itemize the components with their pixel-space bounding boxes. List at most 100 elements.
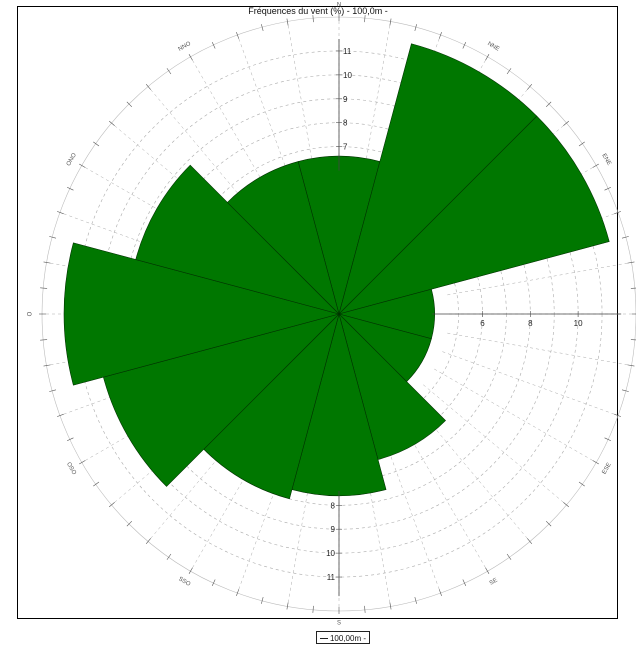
outer-tick [621,236,629,239]
sector-o [63,242,341,386]
direction-label-nno: NNO [178,41,193,53]
north-ring-label: 9 [343,95,348,104]
outer-tick [578,141,585,147]
outer-tick [563,120,570,126]
sector-ono [135,164,341,315]
outer-tick [145,83,151,90]
east-ring-label: 6 [480,319,485,328]
outer-tick [49,236,57,239]
outer-tick [211,579,216,587]
outer-tick [236,31,240,39]
outer-tick [604,186,612,191]
outer-tick [126,520,133,527]
sector-layer [63,43,610,500]
north-ring-label: 10 [343,71,352,80]
legend-label: 100,00m - [329,634,367,643]
outer-tick [49,389,57,392]
outer-tick [438,31,442,39]
outer-tick [389,18,392,26]
outer-tick [414,24,417,32]
outer-tick [188,567,193,574]
direction-label-se: SE [489,578,499,587]
south-ring-label: 9 [331,525,336,534]
outer-tick [614,211,622,215]
sector-sso [203,312,340,500]
sector-nno [226,161,340,316]
outer-tick [630,287,636,289]
outer-tick [79,163,86,168]
outer-tick [627,261,635,264]
legend: 100,00m - [316,631,370,644]
outer-tick [621,389,629,392]
outer-tick [56,211,64,215]
outer-tick [40,339,48,341]
direction-label-s: S [337,621,341,627]
outer-tick [545,101,552,108]
outer-tick [506,553,512,560]
north-ring-label: 11 [343,47,352,56]
axis-layer [336,39,622,597]
east-ring-label: 10 [574,319,583,328]
outer-tick [166,553,172,560]
outer-tick [236,589,240,597]
outer-tick [108,502,115,508]
outer-tick [126,101,133,108]
outer-tick [66,186,74,191]
chart-title: Fréquences du vent (%) - 100,0m - [248,6,388,16]
outer-tick [364,15,366,23]
outer-tick [578,481,585,487]
direction-label-sso: SSO [177,576,191,588]
outer-tick [79,460,86,465]
outer-tick [592,163,599,168]
south-ring-label: 10 [326,549,335,558]
outer-tick [462,41,467,49]
outer-tick [40,287,48,289]
sector-ene [337,115,610,315]
outer-tick [261,24,264,32]
outer-tick [414,596,417,604]
outer-tick [211,41,216,49]
outer-tick [485,54,490,61]
outer-tick [43,364,51,367]
outer-tick [43,261,51,264]
outer-tick [364,605,366,613]
outer-tick [438,589,442,597]
outer-tick [145,538,151,545]
grid-spoke [423,384,567,506]
outer-tick [261,596,264,604]
outer-tick [563,502,570,508]
outer-tick [592,460,599,465]
outer-tick [286,602,289,610]
north-ring-label: 8 [343,119,348,128]
direction-label-ono: ONO [66,152,78,167]
outer-tick [506,68,512,75]
direction-label-n: N [337,3,341,9]
sector-nne [338,43,538,316]
outer-tick [93,141,100,147]
outer-tick [527,538,533,545]
outer-tick [93,481,100,487]
east-ring-label: 8 [528,319,533,328]
grid-spoke [434,368,597,463]
outer-tick [312,605,314,613]
outer-tick [389,602,392,610]
outer-tick [56,413,64,417]
outer-tick [188,54,193,61]
grid-spoke [447,332,632,366]
outer-tick [166,68,172,75]
direction-label-oso: OSO [65,462,77,477]
outer-tick [286,18,289,26]
direction-label-ese: ESE [602,462,613,475]
outer-tick [527,83,533,90]
sector-oso [103,313,341,487]
direction-label-nne: NNE [486,41,500,53]
outer-tick [66,437,74,442]
legend-swatch [319,638,328,640]
outer-tick [604,437,612,442]
outer-tick [614,413,622,417]
north-ring-label: 7 [343,143,348,152]
south-ring-label: 11 [327,573,336,582]
outer-tick [627,364,635,367]
outer-tick [312,15,314,23]
